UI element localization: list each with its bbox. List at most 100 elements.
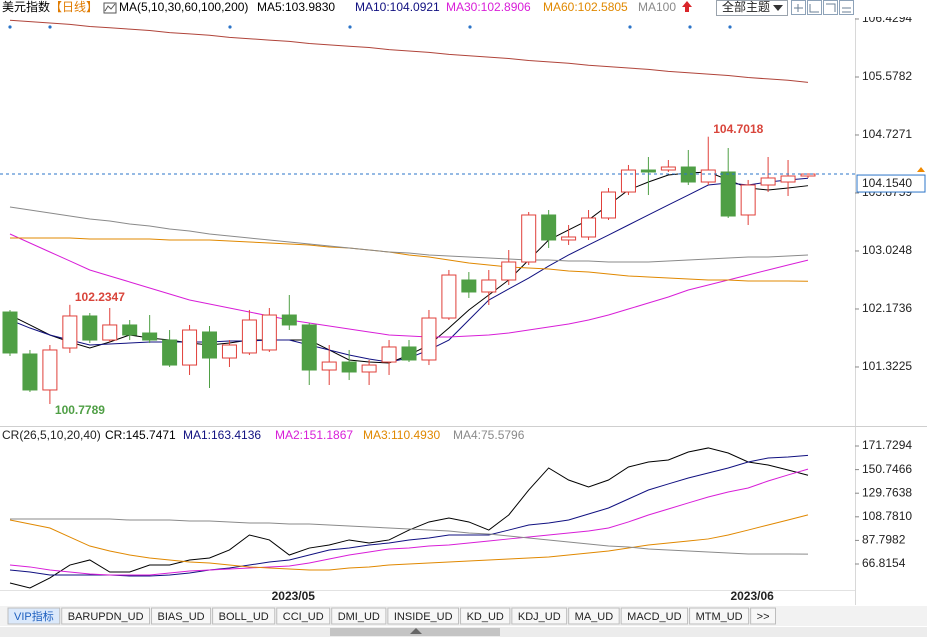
candle-body xyxy=(82,315,98,341)
event-dot[interactable] xyxy=(228,25,232,29)
tab-label[interactable]: INSIDE_UD xyxy=(394,611,453,623)
candle-body xyxy=(42,349,58,391)
ma-line xyxy=(9,468,809,576)
candle-body xyxy=(481,279,497,293)
event-dot[interactable] xyxy=(688,25,692,29)
rise-icon xyxy=(682,1,692,12)
legend-entry: MA5:103.9830 xyxy=(257,0,335,14)
extreme-label: 104.7018 xyxy=(713,122,763,136)
tab-bg xyxy=(276,607,331,625)
tab-bg xyxy=(151,607,212,625)
candle-body xyxy=(381,346,397,363)
tab-label[interactable]: BIAS_UD xyxy=(158,611,205,623)
icon-line xyxy=(104,3,116,12)
tab[interactable]: INSIDE_UD xyxy=(387,607,460,625)
y-tick-label: 150.7466 xyxy=(862,462,912,476)
icon-frame xyxy=(103,2,117,14)
event-dot[interactable] xyxy=(48,25,52,29)
tab[interactable]: BOLL_UD xyxy=(212,607,276,625)
legend-entry: CR:145.7471 xyxy=(105,428,176,442)
candle-body xyxy=(421,317,437,361)
tab-bg xyxy=(460,607,511,625)
ma-line xyxy=(10,237,809,282)
tab[interactable]: KDJ_UD xyxy=(511,607,568,625)
candle-body xyxy=(261,314,277,351)
legend-entry: MA2:151.1867 xyxy=(275,428,353,442)
toolbar-button[interactable] xyxy=(807,0,822,15)
candle-body xyxy=(441,274,457,319)
tab-label[interactable]: CCI_UD xyxy=(283,611,324,623)
tab-bg xyxy=(212,607,276,625)
event-dot[interactable] xyxy=(628,25,632,29)
event-dot[interactable] xyxy=(728,25,732,29)
select-label: 全部主题 xyxy=(722,0,770,14)
tab[interactable]: DMI_UD xyxy=(331,607,387,625)
indicator-icon[interactable] xyxy=(103,2,117,14)
tab[interactable]: CCI_UD xyxy=(276,607,331,625)
tab[interactable]: MTM_UD xyxy=(689,607,750,625)
event-dot[interactable] xyxy=(348,25,352,29)
tab-label[interactable]: BARUPDN_UD xyxy=(68,611,144,623)
y-tick-label: 87.7982 xyxy=(862,533,906,547)
instrument-title: 美元指数 xyxy=(2,0,50,14)
tab[interactable]: BARUPDN_UD xyxy=(61,607,151,625)
y-tick-label: 105.5782 xyxy=(862,69,912,83)
candle-body xyxy=(22,353,38,391)
candle-body xyxy=(541,214,557,241)
tab-label[interactable]: MA_UD xyxy=(575,611,614,623)
candle-body xyxy=(361,364,377,373)
tab-label[interactable]: KDJ_UD xyxy=(518,611,561,623)
last-price-label: 104.1540 xyxy=(862,176,912,190)
tab[interactable]: MA_UD xyxy=(568,607,620,625)
tab-label[interactable]: BOLL_UD xyxy=(219,611,269,623)
event-markers xyxy=(8,25,732,29)
ma-line xyxy=(9,19,809,83)
tab-label[interactable]: >> xyxy=(757,611,770,623)
price-arrow xyxy=(917,167,925,173)
tab[interactable]: >> xyxy=(750,607,776,625)
period-label[interactable]: 【日线】 xyxy=(50,0,98,14)
legend-entry: MA60:102.5805 xyxy=(543,0,628,14)
tab-label[interactable]: DMI_UD xyxy=(338,611,380,623)
tab-label[interactable]: MTM_UD xyxy=(696,611,743,623)
tab[interactable]: MACD_UD xyxy=(620,607,689,625)
indicator-label: MA(5,10,30,60,100,200) xyxy=(119,0,248,14)
tab-bg xyxy=(61,607,151,625)
event-dot[interactable] xyxy=(468,25,472,29)
tab[interactable]: KD_UD xyxy=(460,607,511,625)
header-bg xyxy=(0,0,927,17)
y-tick-label: 102.1736 xyxy=(862,301,912,315)
y-tick-label: 103.0248 xyxy=(862,243,912,257)
tab[interactable]: VIP指标 xyxy=(7,607,61,625)
tab-label[interactable]: VIP指标 xyxy=(14,609,54,623)
tab-bg xyxy=(511,607,568,625)
y-tick-label: 171.7294 xyxy=(862,438,912,452)
extreme-label: 100.7789 xyxy=(55,403,105,417)
x-tick-label: 2023/06 xyxy=(730,589,774,603)
y-tick-label: 104.7271 xyxy=(862,127,912,141)
candle-body xyxy=(142,332,158,341)
event-dot[interactable] xyxy=(8,25,12,29)
candle-body xyxy=(620,169,636,193)
tab-label[interactable]: KD_UD xyxy=(467,611,504,623)
y-tick-label: 66.8154 xyxy=(862,556,906,570)
legend-entry: MA3:110.4930 xyxy=(363,428,440,442)
tab[interactable]: BIAS_UD xyxy=(151,607,212,625)
candle-body xyxy=(800,173,816,177)
y-tick-label: 129.7638 xyxy=(862,485,912,499)
tab-bg xyxy=(7,607,61,625)
ma-line xyxy=(9,514,809,571)
select-box xyxy=(716,0,788,16)
legend-entry: MA30:102.8906 xyxy=(446,0,531,14)
tab-bg xyxy=(387,607,460,625)
candle-body xyxy=(700,169,716,183)
y-axis: 106.4294105.5782104.7271103.8759103.0248… xyxy=(272,11,926,603)
candle-body xyxy=(202,331,217,359)
scrollbar[interactable] xyxy=(0,627,927,637)
toolbar-glyphs xyxy=(794,3,851,13)
candle-body xyxy=(601,191,616,219)
tab-label[interactable]: MACD_UD xyxy=(627,611,681,623)
candle-body xyxy=(640,169,656,173)
theme-select[interactable]: 全部主题 xyxy=(716,0,788,16)
